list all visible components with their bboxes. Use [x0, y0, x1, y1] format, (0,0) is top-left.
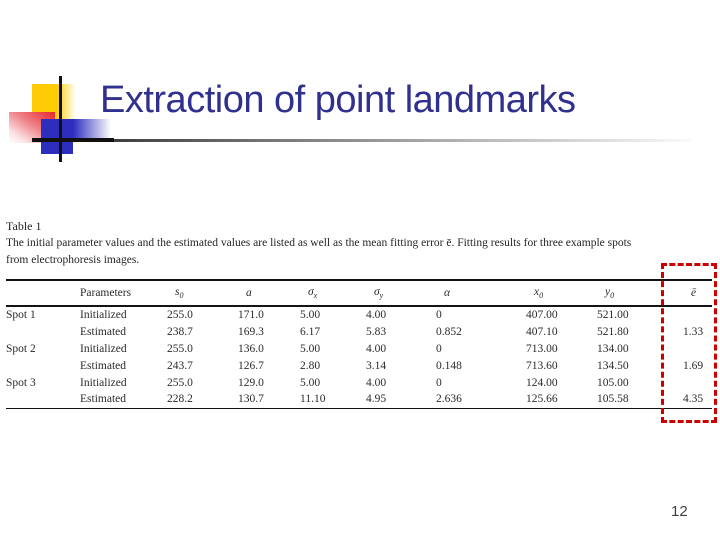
table-cell: 255.0: [167, 342, 193, 355]
table-cell: Initialized: [80, 309, 127, 321]
table-row: Spot 1 Initialized 255.0 171.0 5.00 4.00 0 407.…: [6, 306, 712, 323]
table-cell: 126.7: [238, 359, 264, 372]
table-cell: 4.35: [683, 393, 704, 406]
table-cell: 713.00: [526, 342, 558, 355]
column-header: Parameters: [80, 287, 132, 299]
table-label: Table 1: [6, 219, 42, 233]
column-header: σy: [374, 286, 384, 300]
table-cell: 105.00: [597, 376, 629, 389]
table-row: Estimated 238.7 169.3 6.17 5.83 0.852 407.10 52…: [6, 323, 712, 340]
slide-title: Extraction of point landmarks: [100, 79, 576, 121]
table-cell: 255.0: [167, 376, 193, 389]
table-cell: 0.148: [436, 359, 462, 372]
decor-blue-fade-bar: [73, 119, 111, 141]
table-cell: 124.00: [526, 376, 558, 389]
table-cell: 3.14: [366, 359, 387, 372]
table-cell: 255.0: [167, 309, 193, 321]
table-cell: 136.0: [238, 342, 264, 355]
title-underline: [60, 139, 690, 142]
table-cell: [6, 391, 80, 408]
table-cell: Estimated: [80, 359, 126, 372]
table-cell: 4.00: [366, 376, 387, 389]
page-number: 12: [671, 503, 688, 520]
table-cell: [6, 323, 80, 340]
table-cell: 0: [436, 309, 442, 321]
table-cell: 0: [436, 376, 442, 389]
column-header: ē: [691, 287, 697, 299]
table-cell: 171.0: [238, 309, 264, 321]
column-header: y0: [605, 286, 615, 300]
table-cell: 2.80: [300, 359, 321, 372]
column-header: α: [444, 287, 451, 299]
table-cell: 125.66: [526, 393, 558, 406]
table-caption: The initial parameter values and the est…: [6, 235, 631, 268]
column-header: s0: [175, 286, 184, 300]
table-cell: Estimated: [80, 325, 126, 338]
table-cell: 5.00: [300, 376, 321, 389]
table-cell: 228.2: [167, 393, 193, 406]
table-body: Spot 1 Initialized 255.0 171.0 5.00 4.00 0 407.…: [6, 306, 712, 408]
table-cell: 521.00: [597, 309, 629, 321]
table-cell: Initialized: [80, 376, 127, 389]
table-cell: Spot 1: [6, 309, 36, 321]
table-cell: Estimated: [80, 393, 126, 406]
caption-line: from electrophoresis images.: [6, 253, 140, 266]
table-cell: 1.33: [683, 325, 704, 338]
table-cell: 407.10: [526, 325, 558, 338]
table-cell: 4.00: [366, 309, 387, 321]
table-cell: [6, 357, 80, 374]
column-header: σx: [308, 286, 318, 300]
table-cell: 238.7: [167, 325, 193, 338]
table-row: Estimated 228.2 130.7 11.10 4.95 2.636 125.66 1…: [6, 391, 712, 408]
table-row: Estimated 243.7 126.7 2.80 3.14 0.148 713.60 13…: [6, 357, 712, 374]
table-cell: 5.83: [366, 325, 387, 338]
column-header: x0: [534, 286, 544, 300]
table-cell: 5.00: [300, 342, 321, 355]
column-header: a: [246, 287, 252, 299]
highlight-box-mean-error: [661, 263, 717, 423]
table-cell: Spot 2: [6, 342, 36, 355]
decor-blue-square: [41, 119, 73, 154]
table-cell: 4.00: [366, 342, 387, 355]
parameters-table: Parameters s0 a σx σy α x0 y0 ē Spot 1 Initialize…: [6, 279, 712, 409]
table-cell: 243.7: [167, 359, 193, 372]
table-cell: 169.3: [238, 325, 264, 338]
table-cell: 5.00: [300, 309, 321, 321]
table-cell: 134.00: [597, 342, 629, 355]
table-row: Spot 2 Initialized 255.0 136.0 5.00 4.00 0 713.…: [6, 340, 712, 357]
table-cell: 105.58: [597, 393, 629, 406]
table-cell: 0.852: [436, 325, 462, 338]
table-cell: 11.10: [300, 393, 326, 406]
table-cell: 0: [436, 342, 442, 355]
table-header-row: Parameters s0 a σx σy α x0 y0 ē: [6, 280, 712, 306]
column-header: [6, 280, 80, 306]
table-row: Spot 3 Initialized 255.0 129.0 5.00 4.00 0 124.…: [6, 374, 712, 391]
decor-vertical-line: [59, 76, 62, 162]
table-cell: 134.50: [597, 359, 629, 372]
table-cell: 130.7: [238, 393, 264, 406]
table-cell: 407.00: [526, 309, 558, 321]
caption-line: The initial parameter values and the est…: [6, 237, 632, 249]
table-cell: 1.69: [683, 359, 704, 372]
table-cell: Initialized: [80, 342, 127, 355]
table-cell: 6.17: [300, 325, 321, 338]
table-cell: 129.0: [238, 376, 264, 389]
table-cell: 521.80: [597, 325, 629, 338]
table-cell: 4.95: [366, 393, 387, 406]
table-cell: 2.636: [436, 393, 462, 406]
table-cell: Spot 3: [6, 376, 36, 389]
decor-horizontal-line: [32, 138, 114, 142]
table-cell: 713.60: [526, 359, 558, 372]
